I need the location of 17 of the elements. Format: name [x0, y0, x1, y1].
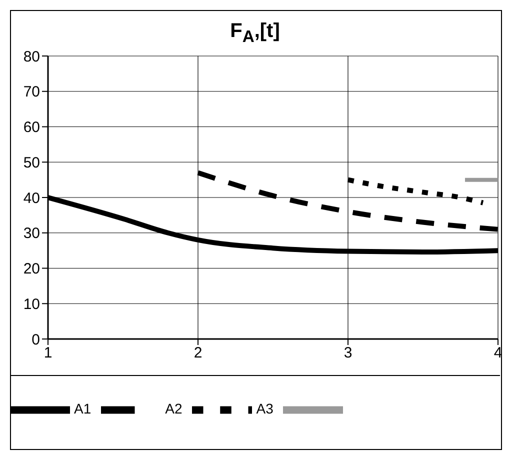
x-tick-label: 4 — [494, 344, 502, 362]
y-tick-label: 50 — [23, 154, 40, 172]
y-tick-label: 0 — [32, 331, 40, 348]
y-tick-label: 20 — [23, 260, 40, 278]
y-tick-label: 40 — [23, 190, 40, 207]
x-tick-label: 3 — [344, 344, 352, 362]
y-tick-label: 80 — [23, 48, 40, 66]
x-tick-label: 2 — [194, 344, 202, 362]
legend-label: A3 — [256, 400, 274, 417]
y-tick-label: 10 — [23, 296, 40, 313]
y-tick-label: 30 — [23, 225, 40, 242]
y-tick-label: 70 — [23, 84, 40, 101]
x-tick-label: 1 — [44, 344, 52, 362]
legend-label: A1 — [74, 400, 92, 417]
y-tick-label: 60 — [23, 119, 40, 136]
legend-label: A2 — [165, 400, 182, 417]
chart-title: F$_{A}$,[t] — [229, 20, 281, 47]
